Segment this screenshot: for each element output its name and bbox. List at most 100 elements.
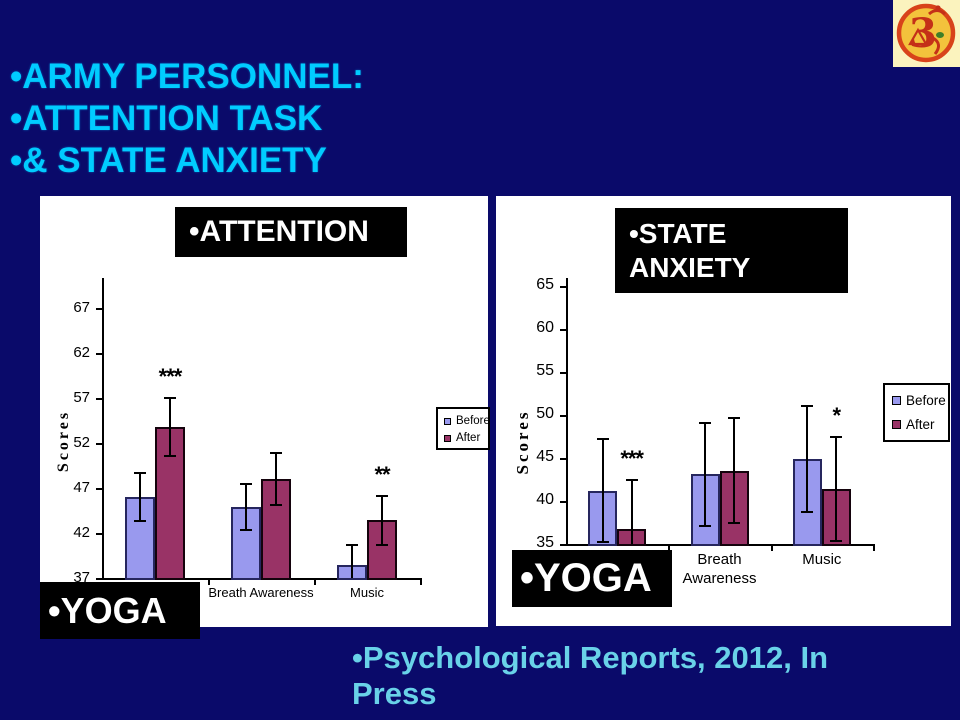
significance-3star: *** [158,364,183,389]
error-bar-cap-bottom [376,543,388,546]
error-bar-cap-top [596,438,609,441]
error-bar-cap-top [699,421,711,424]
error-bar-cap-top [134,471,146,474]
error-bar-line [245,483,247,531]
error-bar-cap-top [164,397,176,399]
error-bar-cap-top [270,451,282,454]
legend: Before After [436,407,490,450]
error-bar-line [169,398,171,456]
category-label-breath-awareness: Breath Awareness [208,585,314,600]
y-tick-mark [96,308,102,310]
error-bar-cap-top [625,478,638,481]
error-bar-cap-bottom [134,520,146,523]
legend-swatch-after [444,434,451,442]
y-axis-title: Scores [513,409,532,474]
y-tick-label: 47 [73,478,90,496]
legend: Before After [883,383,950,442]
significance-3star: *** [620,445,644,471]
y-tick-label: 67 [73,298,90,316]
error-bar-cap-top [376,495,388,498]
y-tick-label: 42 [73,523,90,541]
error-bar-line [601,439,604,543]
y-tick-mark [96,488,102,490]
x-tick-mark [873,546,875,551]
error-bar-cap-top [346,543,358,546]
error-bar-cap-bottom [728,522,740,525]
error-bar-cap-bottom [801,511,814,514]
state-anxiety-title-box: •STATE ANXIETY [615,208,848,293]
legend-label-before: Before [456,415,490,427]
y-tick-mark [560,415,566,417]
yoga-label-left-text: •YOGA [48,589,167,631]
title-line-2: •ATTENTION TASK [10,99,323,138]
category-label-music: Music [802,551,842,568]
attention-chart-panel: 37424752576267ScoresYogaBreath Awareness… [40,196,490,627]
error-bar-line [381,496,383,545]
y-tick-label: 55 [536,362,554,380]
category-label-music: Music [350,585,384,600]
y-axis [102,278,104,580]
legend-row-after: After [892,417,935,432]
error-bar-cap-bottom [699,524,711,527]
attention-title-box: •ATTENTION [175,207,407,257]
y-tick-label: 57 [73,388,90,406]
x-tick-mark [770,546,773,551]
om-emblem-logo: 3 [893,0,960,67]
x-tick-mark [668,546,671,551]
y-tick-mark [560,501,566,503]
y-tick-label: 40 [536,491,554,509]
y-tick-label: 65 [536,276,554,294]
legend-row-after: After [444,432,480,444]
y-tick-label: 60 [536,319,554,337]
state-anxiety-title-text: •STATE ANXIETY [629,217,751,283]
legend-row-before: Before [444,415,490,427]
y-tick-mark [560,286,566,288]
y-tick-label: 45 [536,448,554,466]
yoga-label-right-text: •YOGA [520,556,652,600]
error-bar-cap-top [240,482,252,485]
x-tick-mark [420,580,422,585]
om-emblem-icon: 3 [893,0,960,67]
y-tick-mark [560,372,566,374]
legend-swatch-after [892,420,901,429]
error-bar-cap-bottom [164,454,176,457]
y-tick-mark [96,353,102,355]
error-bar-cap-top [830,436,843,439]
y-tick-mark [560,458,566,460]
legend-swatch-before [892,396,901,405]
x-tick-mark [208,580,210,585]
significance-2star: ** [374,462,390,488]
svg-text:3: 3 [909,10,937,57]
y-tick-mark [560,329,566,331]
category-label-breath-awareness: Breath Awareness [682,551,757,587]
bar-before-yoga [125,497,155,580]
legend-swatch-before [444,417,451,425]
y-tick-mark [96,533,102,535]
title-line-1: •ARMY PERSONNEL: [10,57,364,96]
error-bar-cap-top [801,404,814,407]
y-tick-mark [560,544,566,546]
legend-label-after: After [906,417,935,432]
title-line-3: •& STATE ANXIETY [10,141,327,180]
error-bar-cap-bottom [596,541,609,544]
y-tick-mark [96,443,102,445]
y-tick-label: 35 [536,534,554,552]
significance-1star: * [832,403,842,429]
error-bar-cap-bottom [240,529,252,532]
error-bar-cap-bottom [270,504,282,507]
yoga-label-right: •YOGA [512,550,672,607]
y-tick-label: 52 [73,433,90,451]
error-bar-line [275,452,277,506]
y-tick-label: 62 [73,343,90,361]
legend-label-after: After [456,432,481,444]
attention-title-text: •ATTENTION [189,215,369,248]
slide-title: •ARMY PERSONNEL: •ATTENTION TASK •& STAT… [10,56,364,182]
error-bar-line [351,544,353,578]
y-tick-mark [96,398,102,400]
error-bar-line [835,437,838,541]
y-tick-label: 37 [73,568,90,586]
error-bar-line [630,479,633,544]
error-bar-line [806,405,809,513]
citation-text: •Psychological Reports, 2012, In Press [352,640,829,711]
